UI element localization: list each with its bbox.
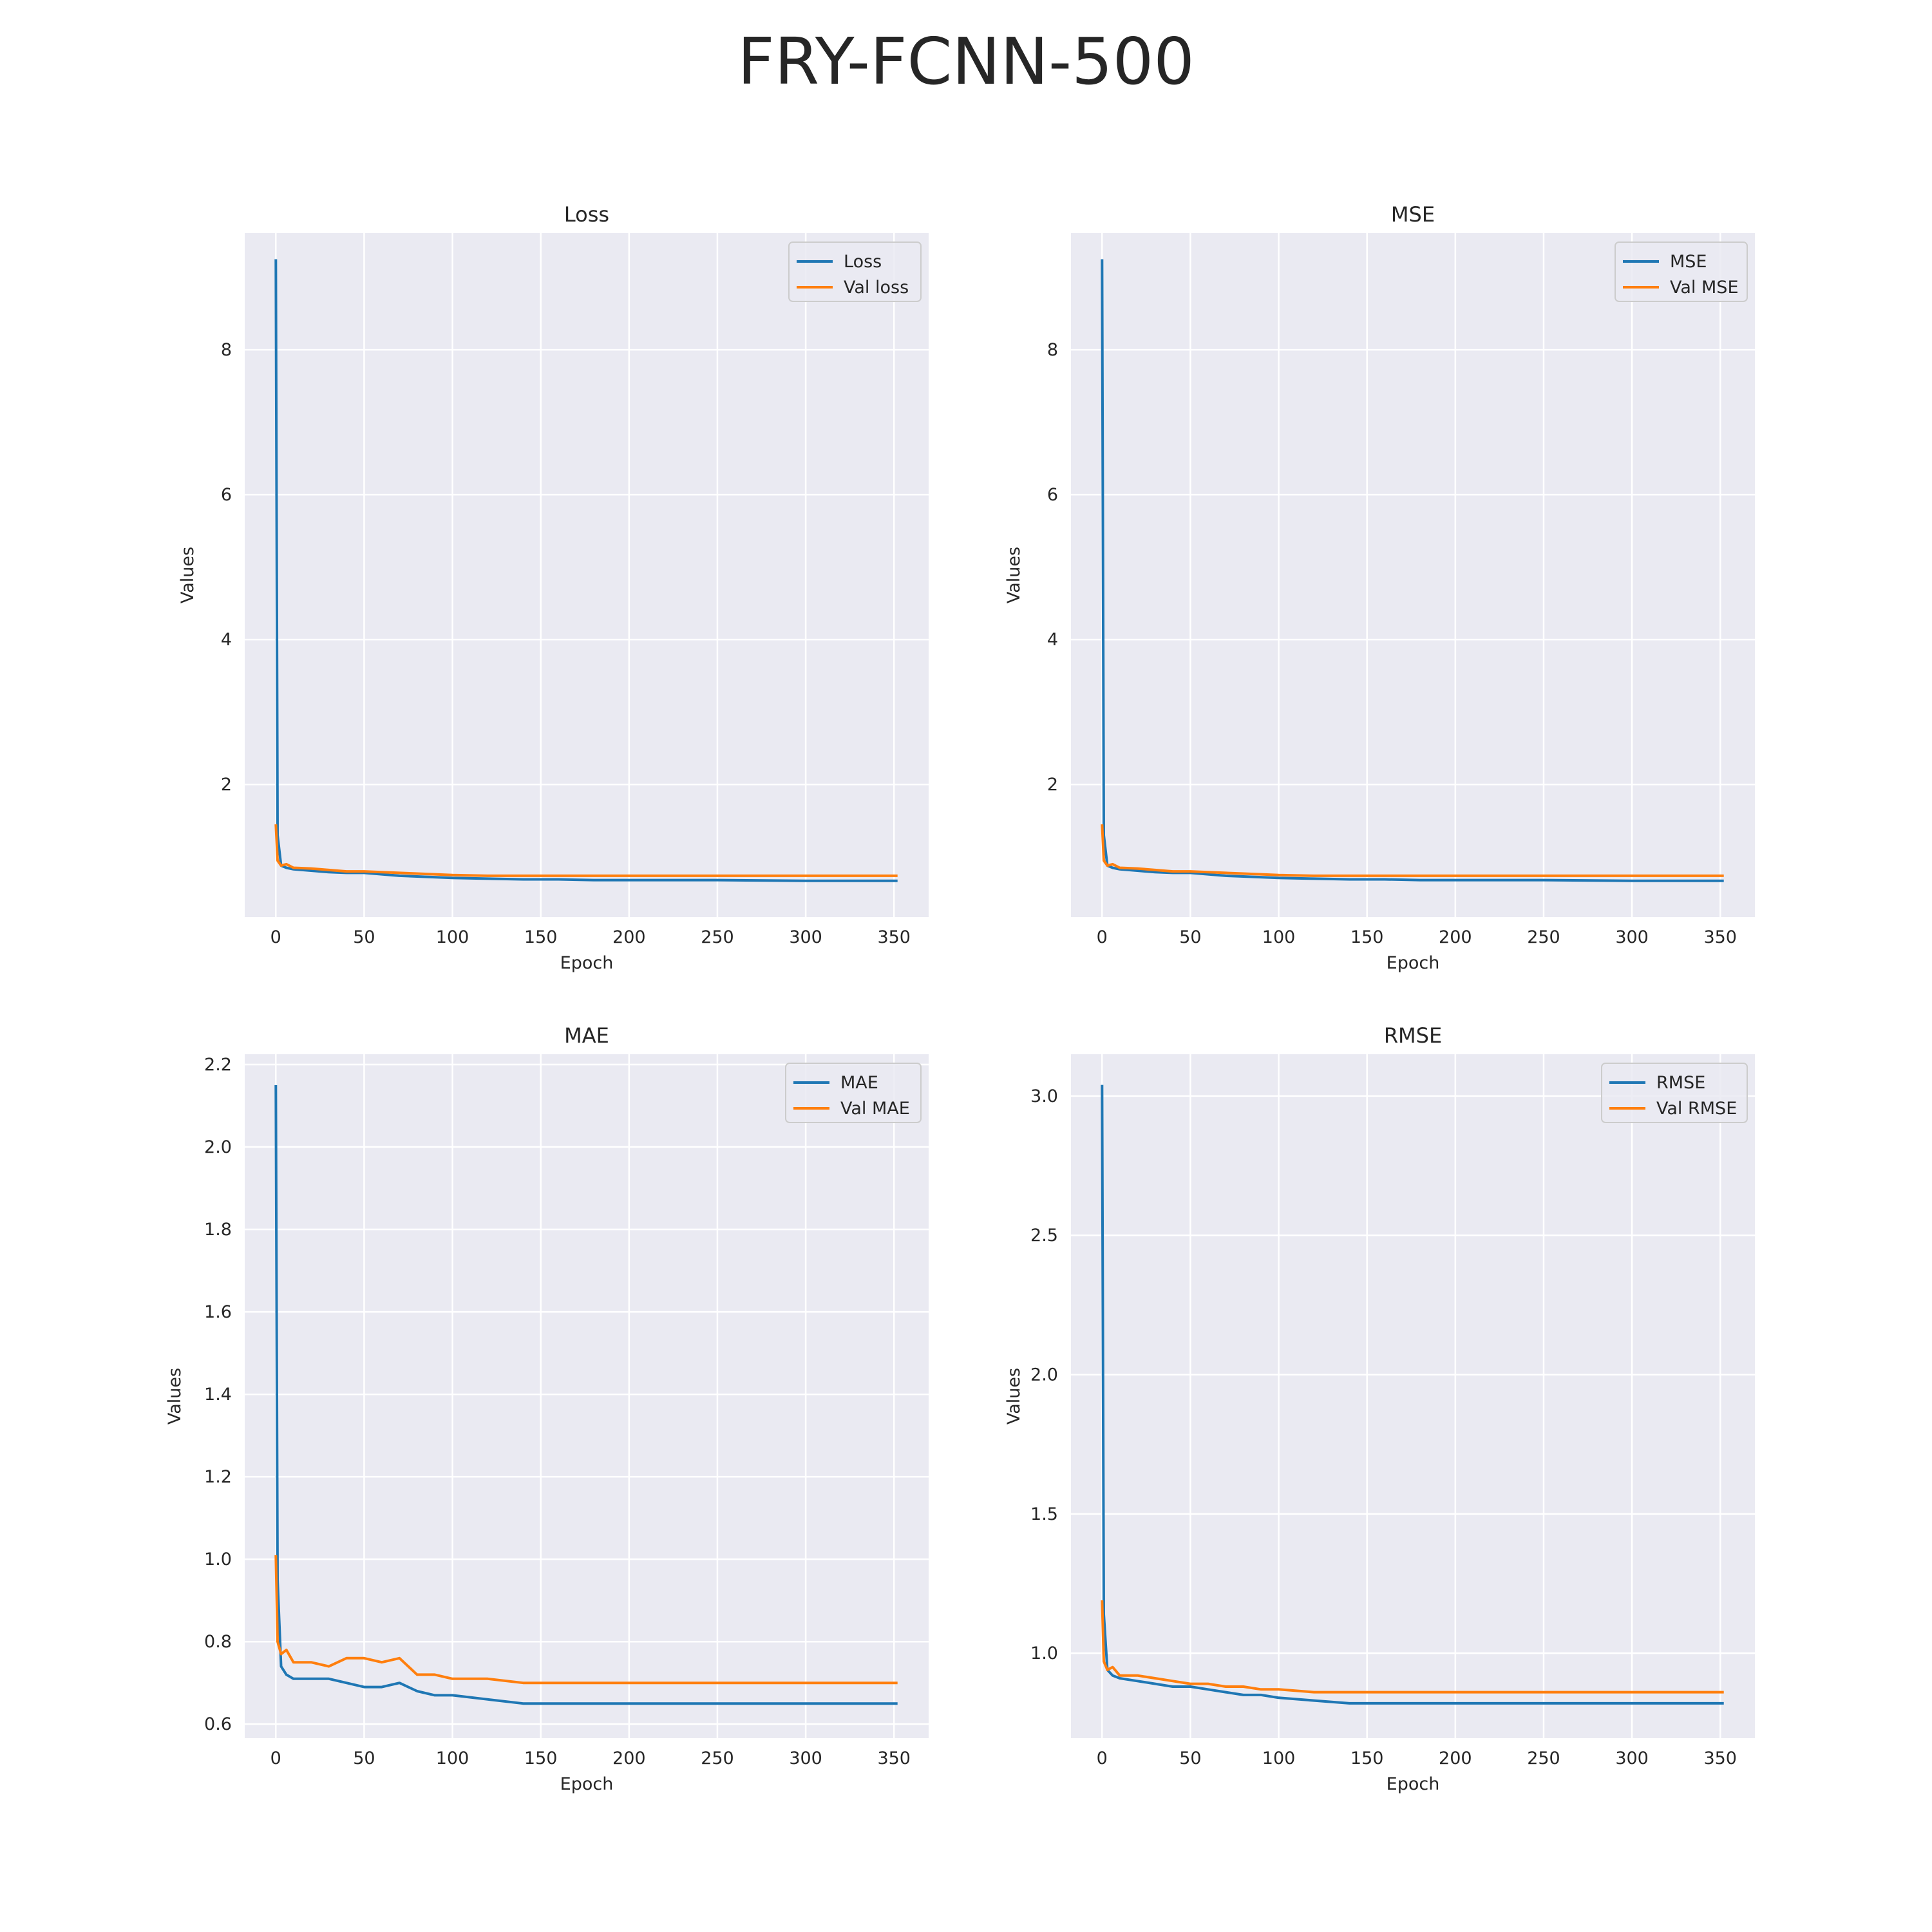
series-line-rmse — [1101, 1084, 1724, 1705]
x-tick-label: 250 — [701, 1748, 734, 1768]
x-tick-label: 0 — [270, 1748, 281, 1768]
x-tick-label: 250 — [1527, 1748, 1560, 1768]
x-tick-label: 350 — [877, 927, 911, 947]
y-tick-label: 1.0 — [204, 1549, 232, 1569]
x-axis-label: Epoch — [560, 1774, 614, 1794]
subplot-title: Loss — [564, 202, 609, 227]
x-tick-label: 50 — [1179, 927, 1201, 947]
plot-area — [245, 233, 929, 917]
x-tick-label: 0 — [1097, 927, 1108, 947]
x-tick-label: 150 — [524, 1748, 558, 1768]
legend-label: Loss — [844, 252, 882, 272]
legend: MSE Val MSE — [1615, 242, 1748, 302]
legend: MAE Val MAE — [785, 1063, 922, 1123]
series-line-val-mae — [274, 1555, 898, 1685]
y-axis-label: Values — [178, 547, 198, 603]
subplot-title: RMSE — [1384, 1023, 1442, 1048]
subplot-mae: 0 50 100 150 200 250 300 350 0.6 0.8 1.0 1.2 1.4 1.6 1… — [165, 1023, 929, 1794]
x-tick-label: 200 — [1439, 927, 1472, 947]
x-tick-label: 250 — [701, 927, 734, 947]
x-tick-label: 50 — [1179, 1748, 1201, 1768]
y-tick-label: 4 — [221, 630, 232, 650]
x-tick-label: 350 — [1703, 1748, 1737, 1768]
subplot-title: MAE — [564, 1023, 609, 1048]
y-tick-label: 2.0 — [204, 1137, 232, 1157]
legend-label: MAE — [840, 1073, 878, 1093]
y-axis-label: Values — [1004, 1368, 1024, 1425]
plot-area — [245, 1054, 929, 1738]
x-axis-label: Epoch — [560, 953, 614, 973]
y-axis-label: Values — [165, 1368, 185, 1425]
subplot-title: MSE — [1391, 202, 1435, 227]
legend: Loss Val loss — [788, 242, 922, 302]
y-tick-label: 0.8 — [204, 1632, 232, 1652]
x-tick-label: 0 — [270, 927, 281, 947]
legend-label: Val MAE — [840, 1099, 910, 1119]
series-line-mse — [1101, 259, 1724, 882]
x-tick-label: 200 — [612, 927, 646, 947]
figure-suptitle: FRY-FCNN-500 — [737, 24, 1195, 99]
plot-area — [1071, 233, 1755, 917]
x-tick-label: 100 — [436, 927, 469, 947]
legend-label: MSE — [1670, 252, 1707, 272]
x-tick-label: 300 — [1615, 1748, 1649, 1768]
x-tick-label: 50 — [353, 1748, 375, 1768]
y-tick-label: 1.5 — [1030, 1504, 1058, 1524]
legend-label: Val MSE — [1670, 278, 1739, 298]
legend-label: Val loss — [844, 278, 909, 298]
x-axis-label: Epoch — [1387, 953, 1440, 973]
x-axis-label: Epoch — [1387, 1774, 1440, 1794]
series-line-val-rmse — [1101, 1600, 1724, 1694]
y-tick-label: 1.0 — [1030, 1643, 1058, 1663]
y-tick-label: 3.0 — [1030, 1086, 1058, 1106]
x-tick-label: 300 — [789, 927, 822, 947]
x-tick-label: 150 — [524, 927, 558, 947]
y-axis-label: Values — [1004, 547, 1024, 603]
y-tick-label: 6 — [1047, 485, 1058, 505]
x-tick-label: 100 — [436, 1748, 469, 1768]
y-tick-label: 6 — [221, 485, 232, 505]
x-tick-label: 300 — [1615, 927, 1649, 947]
series-line-val-loss — [274, 824, 898, 877]
y-tick-label: 2 — [221, 775, 232, 795]
y-tick-label: 1.6 — [204, 1302, 232, 1322]
x-tick-label: 300 — [789, 1748, 822, 1768]
y-tick-label: 1.4 — [204, 1385, 232, 1405]
x-tick-label: 150 — [1350, 927, 1384, 947]
x-tick-label: 250 — [1527, 927, 1560, 947]
subplots-grid: 0 50 100 150 200 250 300 3502468LossEpochValues… — [165, 202, 1755, 1794]
series-line-val-mse — [1101, 824, 1724, 877]
x-tick-label: 100 — [1262, 1748, 1296, 1768]
y-tick-label: 2.5 — [1030, 1226, 1058, 1245]
x-tick-label: 150 — [1350, 1748, 1384, 1768]
subplot-loss: 0 50 100 150 200 250 300 350 2 4 6 8 Loss Epoch Values… — [178, 202, 929, 973]
x-tick-label: 200 — [1439, 1748, 1472, 1768]
y-tick-label: 4 — [1047, 630, 1058, 650]
x-tick-label: 350 — [877, 1748, 911, 1768]
subplot-rmse: 0 50 100 150 200 250 300 350 1.0 1.5 2.0 2.5 3.0 RMSE… — [1004, 1023, 1755, 1794]
y-tick-label: 8 — [1047, 340, 1058, 360]
series-line-loss — [274, 259, 898, 882]
legend-label: RMSE — [1656, 1073, 1705, 1093]
x-tick-label: 50 — [353, 927, 375, 947]
series-line-mae — [274, 1084, 898, 1705]
y-tick-label: 8 — [221, 340, 232, 360]
y-tick-label: 2.2 — [204, 1055, 232, 1075]
plot-area — [1071, 1054, 1755, 1738]
x-tick-label: 200 — [612, 1748, 646, 1768]
y-tick-label: 1.2 — [204, 1467, 232, 1487]
legend-label: Val RMSE — [1656, 1099, 1737, 1119]
x-tick-label: 0 — [1097, 1748, 1108, 1768]
subplot-mse: 0 50 100 150 200 250 300 350 2 4 6 8 MSE Epoch Values M… — [1004, 202, 1755, 973]
y-tick-label: 2.0 — [1030, 1365, 1058, 1385]
y-tick-label: 2 — [1047, 775, 1058, 795]
x-tick-label: 350 — [1703, 927, 1737, 947]
y-tick-label: 0.6 — [204, 1714, 232, 1734]
x-tick-label: 100 — [1262, 927, 1296, 947]
y-tick-label: 1.8 — [204, 1220, 232, 1240]
legend: RMSE Val RMSE — [1601, 1063, 1748, 1123]
